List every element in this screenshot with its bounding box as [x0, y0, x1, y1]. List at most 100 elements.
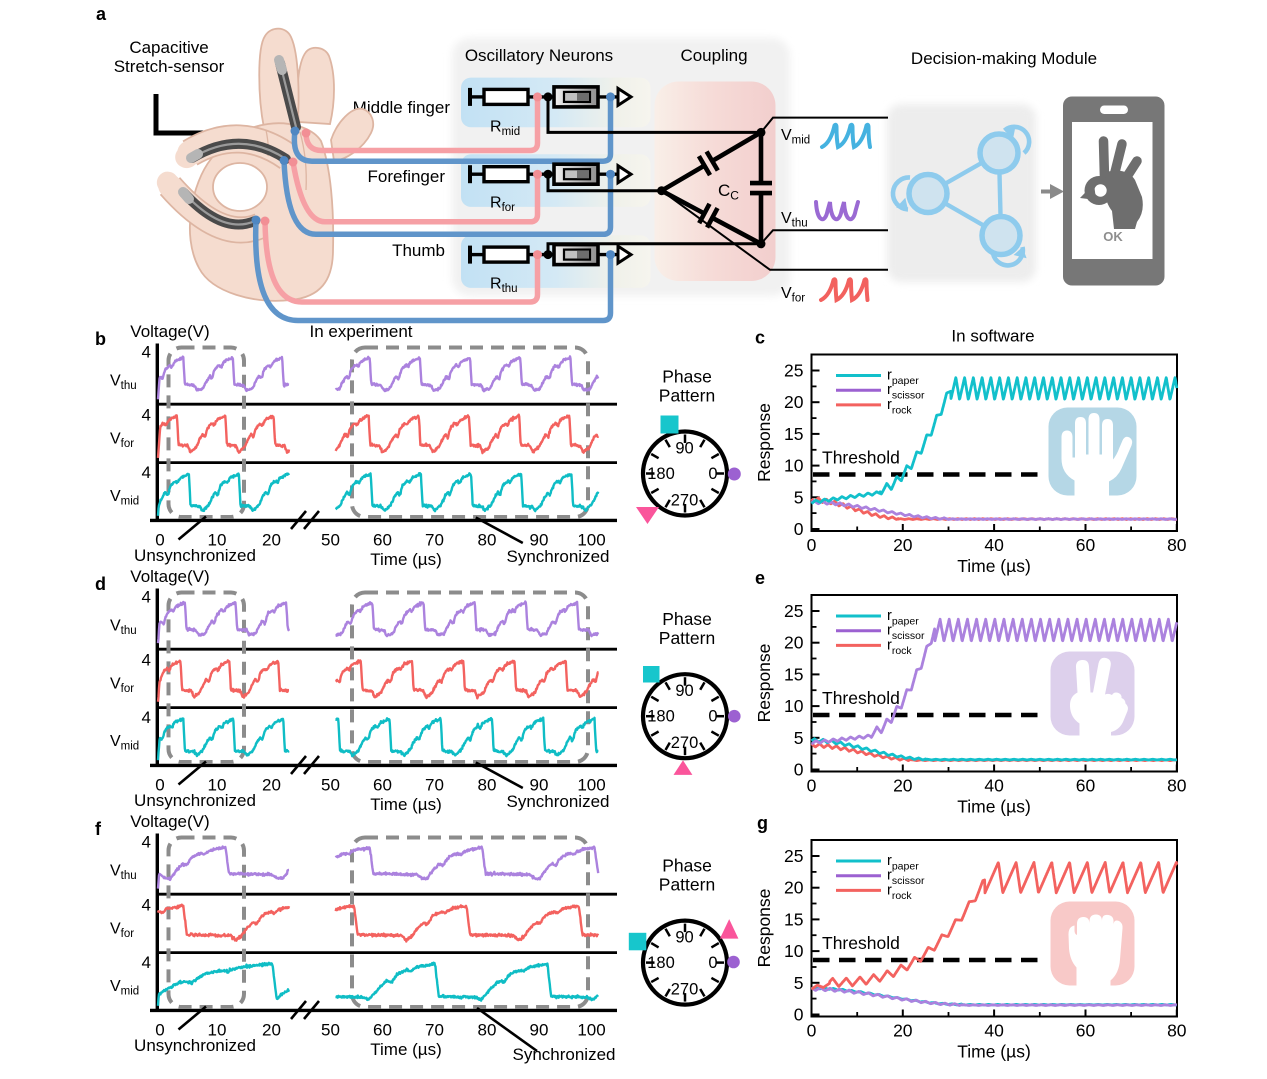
svg-text:Coupling: Coupling [680, 46, 747, 65]
svg-text:b: b [95, 329, 106, 349]
svg-text:5: 5 [794, 973, 804, 993]
svg-text:15: 15 [784, 424, 803, 444]
svg-text:50: 50 [321, 1021, 340, 1040]
svg-text:0: 0 [807, 535, 817, 555]
svg-text:90: 90 [530, 531, 549, 550]
svg-text:5: 5 [794, 728, 804, 748]
svg-text:Capacitive: Capacitive [129, 38, 208, 57]
svg-text:0: 0 [708, 708, 717, 726]
svg-text:Unsynchronized: Unsynchronized [134, 546, 256, 565]
svg-text:Response: Response [754, 889, 774, 968]
svg-text:60: 60 [1076, 535, 1096, 555]
svg-text:60: 60 [373, 1021, 392, 1040]
svg-text:Phase: Phase [662, 367, 712, 387]
svg-text:4: 4 [142, 343, 151, 362]
svg-text:4: 4 [142, 463, 151, 482]
svg-text:4: 4 [142, 651, 151, 670]
svg-text:Unsynchronized: Unsynchronized [134, 791, 256, 810]
svg-text:Middle finger: Middle finger [353, 98, 451, 117]
svg-text:0: 0 [807, 1021, 817, 1041]
svg-text:Threshold: Threshold [822, 933, 900, 953]
svg-text:4: 4 [142, 588, 151, 607]
svg-text:5: 5 [794, 487, 804, 507]
svg-text:20: 20 [262, 776, 281, 795]
svg-text:20: 20 [262, 1021, 281, 1040]
svg-text:270: 270 [671, 981, 699, 999]
svg-text:Response: Response [754, 644, 774, 723]
svg-text:Voltage(V): Voltage(V) [130, 812, 209, 831]
svg-text:OK: OK [1103, 229, 1123, 244]
svg-text:50: 50 [321, 776, 340, 795]
svg-text:Synchronized: Synchronized [512, 1045, 615, 1064]
svg-text:70: 70 [425, 776, 444, 795]
svg-text:0: 0 [708, 954, 717, 972]
svg-text:10: 10 [784, 696, 804, 716]
svg-text:90: 90 [530, 1021, 549, 1040]
svg-text:Time (µs): Time (µs) [957, 797, 1031, 817]
svg-text:Oscillatory Neurons: Oscillatory Neurons [465, 46, 613, 65]
svg-text:4: 4 [142, 406, 151, 425]
svg-text:0: 0 [155, 776, 164, 795]
svg-text:10: 10 [208, 1021, 227, 1040]
svg-text:10: 10 [784, 941, 804, 961]
svg-text:180: 180 [647, 465, 675, 483]
svg-text:Voltage(V): Voltage(V) [130, 322, 209, 341]
svg-text:10: 10 [208, 531, 227, 550]
svg-text:0: 0 [794, 519, 804, 539]
svg-text:Time (µs): Time (µs) [370, 795, 442, 814]
svg-text:80: 80 [478, 531, 497, 550]
svg-text:Phase: Phase [662, 609, 712, 629]
svg-text:0: 0 [155, 531, 164, 550]
svg-text:20: 20 [893, 776, 913, 796]
svg-text:40: 40 [984, 1021, 1004, 1041]
svg-text:4: 4 [142, 896, 151, 915]
svg-text:70: 70 [425, 1021, 444, 1040]
svg-text:50: 50 [321, 531, 340, 550]
svg-text:20: 20 [262, 531, 281, 550]
svg-text:90: 90 [675, 682, 693, 700]
svg-text:Decision-making Module: Decision-making Module [911, 49, 1097, 68]
svg-text:20: 20 [784, 878, 804, 898]
svg-text:20: 20 [784, 392, 804, 412]
svg-text:Thumb: Thumb [392, 241, 445, 260]
svg-text:Voltage(V): Voltage(V) [130, 567, 209, 586]
svg-text:60: 60 [1076, 776, 1096, 796]
svg-text:15: 15 [784, 664, 803, 684]
svg-text:90: 90 [675, 440, 693, 458]
svg-text:Pattern: Pattern [659, 875, 715, 895]
svg-text:100: 100 [577, 1021, 605, 1040]
svg-text:60: 60 [373, 531, 392, 550]
svg-text:70: 70 [425, 531, 444, 550]
svg-text:270: 270 [671, 492, 699, 510]
svg-text:180: 180 [647, 954, 675, 972]
svg-text:25: 25 [784, 601, 803, 621]
svg-text:270: 270 [671, 734, 699, 752]
svg-text:In software: In software [951, 327, 1034, 346]
svg-text:In experiment: In experiment [310, 322, 413, 341]
svg-text:0: 0 [155, 1021, 164, 1040]
svg-text:20: 20 [784, 633, 804, 653]
svg-text:80: 80 [478, 1021, 497, 1040]
svg-text:0: 0 [794, 760, 804, 780]
svg-text:40: 40 [984, 535, 1004, 555]
svg-text:80: 80 [478, 776, 497, 795]
svg-text:Threshold: Threshold [822, 688, 900, 708]
svg-text:c: c [755, 328, 765, 348]
svg-text:90: 90 [675, 929, 693, 947]
svg-text:4: 4 [142, 953, 151, 972]
svg-text:a: a [96, 4, 107, 24]
svg-text:Stretch-sensor: Stretch-sensor [114, 57, 225, 76]
svg-text:e: e [755, 568, 765, 588]
svg-text:25: 25 [784, 846, 803, 866]
svg-text:Vmid: Vmid [110, 733, 139, 753]
svg-text:180: 180 [647, 708, 675, 726]
svg-text:Response: Response [754, 403, 774, 482]
svg-text:90: 90 [530, 776, 549, 795]
svg-text:25: 25 [784, 361, 803, 381]
svg-text:Phase: Phase [662, 856, 712, 876]
svg-text:Forefinger: Forefinger [368, 167, 446, 186]
svg-text:Time (µs): Time (µs) [370, 550, 442, 569]
svg-text:60: 60 [1076, 1021, 1096, 1041]
svg-text:10: 10 [784, 456, 804, 476]
svg-text:20: 20 [893, 1021, 913, 1041]
